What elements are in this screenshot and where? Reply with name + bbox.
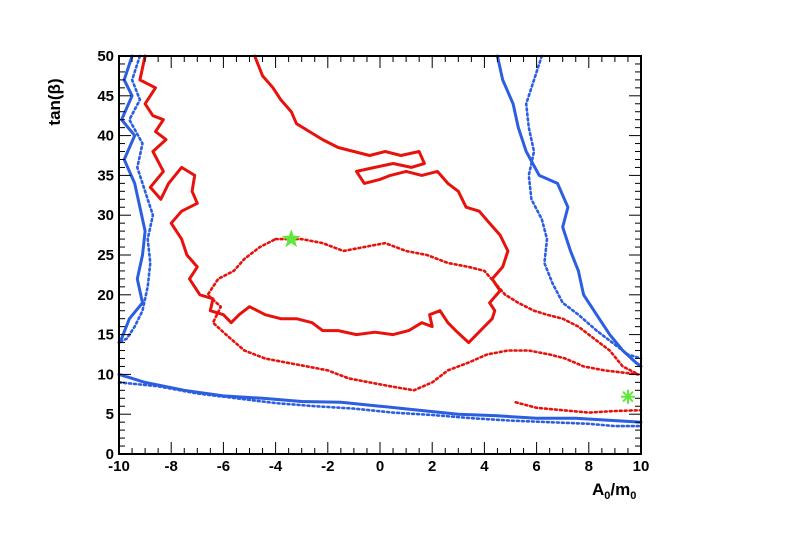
y-tick-label: 25: [97, 247, 114, 264]
ticks-group: [118, 55, 642, 455]
x-tick-label: 10: [633, 458, 650, 475]
x-tick-label: -8: [165, 458, 178, 475]
series-blue-solid-7: [495, 54, 643, 368]
series-red-dashed-2: [514, 401, 643, 414]
series-blue-dashed-4: [117, 54, 155, 344]
y-tick-label: 10: [97, 366, 114, 383]
y-tick-label: 50: [97, 48, 114, 65]
series-blue-solid-5: [117, 372, 643, 424]
x-tick-labels: -10 -8 -6 -4 -2 0 2 4 6 8 10: [108, 458, 649, 475]
marker-group: [281, 229, 635, 404]
x-tick-label: 0: [376, 458, 384, 475]
y-tick-labels: 0 5 10 15 20 25 30 35 40 45 50: [97, 48, 114, 463]
x-axis-title: A0/m0: [592, 480, 636, 502]
series-group: [117, 54, 643, 428]
x-tick-label: -10: [108, 458, 130, 475]
y-tick-label: 40: [97, 128, 114, 145]
x-tick-label: -2: [321, 458, 334, 475]
series-red-dashed-1: [206, 237, 640, 392]
x-tick-label: -4: [269, 458, 283, 475]
x-tick-label: -6: [217, 458, 230, 475]
y-tick-label: 20: [97, 287, 114, 304]
series-red-solid-0: [138, 54, 510, 345]
series-blue-dashed-6: [117, 381, 643, 428]
x-tick-label: 2: [428, 458, 436, 475]
marker-star: [281, 229, 301, 248]
y-tick-label: 15: [97, 327, 114, 344]
y-tick-label: 35: [97, 167, 114, 184]
y-tick-label: 30: [97, 207, 114, 224]
x-tick-label: 6: [532, 458, 540, 475]
y-tick-label: 45: [97, 88, 114, 105]
marker-asterisk: [621, 389, 635, 404]
y-tick-label: 5: [106, 406, 114, 423]
series-blue-dashed-8: [524, 54, 643, 360]
x-tick-label: 8: [585, 458, 593, 475]
y-tick-label: 0: [106, 446, 114, 463]
series-blue-solid-3: [117, 54, 147, 345]
y-axis-title: tan(β): [45, 78, 64, 125]
x-tick-label: 4: [480, 458, 489, 475]
